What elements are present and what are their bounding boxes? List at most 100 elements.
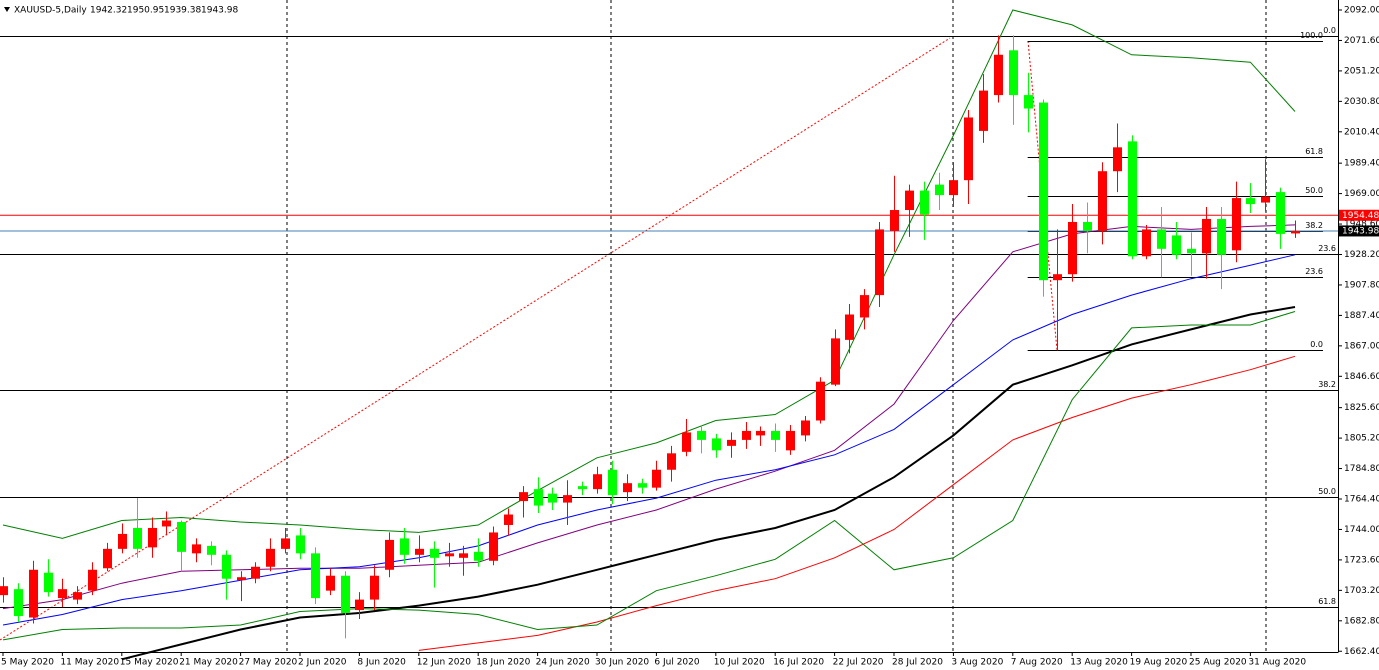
- fibo-label: 38.2: [1318, 380, 1336, 389]
- candle-body: [1172, 235, 1181, 255]
- candle-body: [0, 586, 8, 596]
- y-tick-label: 1723.60: [1344, 555, 1379, 565]
- x-tick-label: 27 May 2020: [239, 658, 298, 668]
- candle-body: [1261, 196, 1270, 203]
- candle-body: [385, 539, 394, 570]
- fibo-label: 50.0: [1318, 487, 1336, 496]
- candle-body: [979, 90, 988, 131]
- y-tick-label: 2092.00: [1344, 6, 1379, 16]
- fibo-label: 61.8: [1305, 147, 1323, 156]
- x-tick-label: 18 Jun 2020: [476, 658, 530, 668]
- fibo-label: 61.8: [1318, 597, 1336, 606]
- candle-body: [118, 533, 127, 549]
- y-tick-label: 1867.00: [1344, 341, 1379, 351]
- x-tick-label: 6 Jul 2020: [654, 658, 699, 668]
- candle-body: [519, 492, 528, 502]
- y-tick-label: 2071.60: [1344, 36, 1379, 46]
- fibo-trendline: [0, 37, 951, 641]
- candle-body: [608, 469, 617, 496]
- candle-body: [1157, 229, 1166, 249]
- fibo-label: 38.2: [1305, 221, 1323, 230]
- candle-body: [1009, 50, 1018, 96]
- candle-body: [326, 575, 335, 591]
- alert-price-label: 1954.48: [1342, 211, 1379, 221]
- candle-body: [801, 420, 810, 436]
- candle-body: [148, 527, 157, 548]
- y-tick-label: 1784.80: [1344, 464, 1379, 474]
- candle-body: [296, 535, 305, 554]
- indicator-line: [2, 311, 1296, 641]
- x-tick-label: 10 Jul 2020: [714, 658, 765, 668]
- candle-body: [1083, 221, 1092, 231]
- candle-body: [341, 575, 350, 614]
- candle-body: [355, 599, 364, 611]
- candle-body: [712, 438, 721, 451]
- alert-price-box: [1339, 209, 1379, 221]
- candle-body: [207, 545, 216, 555]
- candle-body: [920, 190, 929, 215]
- candle-body: [1024, 95, 1033, 109]
- candles: [0, 35, 1300, 639]
- candle-body: [1068, 221, 1077, 275]
- y-tick-label: 1948.60: [1344, 220, 1379, 230]
- y-tick-label: 1887.40: [1344, 311, 1379, 321]
- x-tick-label: 19 Aug 2020: [1130, 658, 1188, 668]
- candle-body: [1039, 102, 1048, 281]
- candle-body: [623, 483, 632, 493]
- candle-body: [890, 210, 899, 231]
- candle-body: [1113, 147, 1122, 172]
- candle-body: [133, 527, 142, 549]
- candle-body: [682, 432, 691, 452]
- candle-body: [281, 538, 290, 549]
- candle-body: [103, 548, 112, 569]
- candle-body: [1246, 198, 1255, 205]
- candle-body: [251, 566, 260, 579]
- candle-body: [756, 430, 765, 436]
- x-tick-label: 25 Aug 2020: [1189, 658, 1247, 668]
- x-tick-label: 22 Jul 2020: [833, 658, 884, 668]
- candle-body: [1187, 248, 1196, 254]
- y-tick-label: 1744.00: [1344, 525, 1379, 535]
- candle-body: [73, 592, 82, 600]
- candle-body: [222, 554, 231, 579]
- y-tick-label: 1662.40: [1344, 647, 1379, 657]
- y-tick-label: 1764.40: [1344, 495, 1379, 505]
- candle-body: [860, 295, 869, 318]
- candle-body: [964, 117, 973, 181]
- candle-body: [474, 551, 483, 561]
- x-tick-label: 24 Jun 2020: [536, 658, 590, 668]
- candle-body: [875, 229, 884, 296]
- chart-header: XAUUSD-5,Daily 1942.32 1950.95 1939.38 1…: [4, 6, 238, 16]
- candle-body: [430, 548, 439, 558]
- candle-body: [162, 520, 171, 527]
- x-tick-label: 2 Jun 2020: [298, 658, 347, 668]
- candle-body: [697, 430, 706, 440]
- candle-body: [816, 381, 825, 421]
- candle-body: [1128, 141, 1137, 257]
- candle-body: [667, 453, 676, 470]
- indicator-line: [2, 9, 1296, 539]
- fibo-label: 50.0: [1305, 186, 1323, 195]
- candle-body: [771, 430, 780, 440]
- y-tick-label: 1989.40: [1344, 159, 1379, 169]
- x-tick-label: 12 Jun 2020: [417, 658, 471, 668]
- y-tick-label: 2051.20: [1344, 66, 1379, 76]
- fibo-label: 23.6: [1305, 267, 1323, 276]
- candle-body: [177, 521, 186, 552]
- candle-body: [445, 553, 454, 557]
- header-icon: [4, 7, 10, 12]
- candle-body: [88, 569, 97, 591]
- candle-body: [935, 184, 944, 196]
- ohlc-value: 1943.98: [201, 6, 238, 16]
- fibo-label: 100.0: [1300, 31, 1323, 40]
- x-tick-label: 31 Aug 2020: [1248, 658, 1306, 668]
- candle-body: [1053, 274, 1062, 281]
- candle-body: [578, 486, 587, 490]
- candle-body: [593, 474, 602, 490]
- candle-body: [563, 495, 572, 503]
- candle-body: [58, 589, 67, 599]
- indicator-line: [2, 224, 1296, 610]
